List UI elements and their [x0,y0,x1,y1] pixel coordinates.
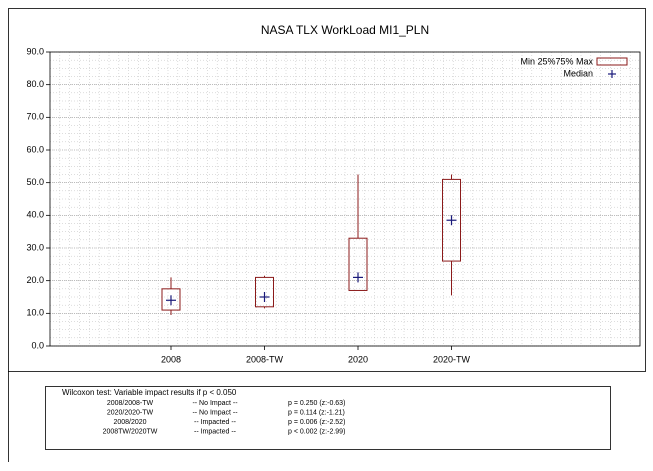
wilcoxon-box [45,386,611,450]
median-marker [259,292,270,302]
chart-title: NASA TLX WorkLoad MI1_PLN [261,23,429,37]
y-tick-label: 30.0 [26,242,44,252]
wilcoxon-cell: -- Impacted -- [194,419,237,426]
wilcoxon-title: Wilcoxon test: Variable impact results i… [62,388,237,397]
plot-area [49,51,641,347]
wilcoxon-cell: -- No Impact -- [192,400,238,407]
y-tick-label: 70.0 [26,112,44,122]
wilcoxon-cell: -- No Impact -- [192,409,238,416]
y-tick-label: 0.0 [31,340,44,350]
legend-box [596,57,628,66]
wilcoxon-cell: p = 0.250 (z:-0.63) [288,400,345,407]
median-marker [166,295,176,306]
y-tick-label: 60.0 [26,144,44,154]
legend-label: Min 25%75% Max [520,56,593,66]
wilcoxon-cell: 2020/2020-TW [107,409,154,416]
y-tick-label: 80.0 [26,79,44,89]
wilcoxon-cell: p < 0.002 (z:-2.99) [288,428,345,435]
legend-label: Median [563,68,593,78]
wilcoxon-cell: -- Impacted -- [194,428,237,435]
box [348,237,368,291]
chart-frame [8,8,646,372]
box [442,178,461,262]
wilcoxon-cell: p = 0.006 (z:-2.52) [288,419,345,426]
x-tick-label: 2008-TW [246,354,284,364]
y-tick-label: 10.0 [26,308,44,318]
median-marker [446,215,457,226]
box [161,288,181,311]
y-tick-label: 90.0 [26,46,44,56]
box [255,276,274,308]
median-marker [353,272,363,283]
wilcoxon-cell: p = 0.114 (z:-1.21) [288,409,345,416]
x-tick-label: 2008 [161,354,181,364]
y-tick-label: 50.0 [26,177,44,187]
wilcoxon-cell: 2008TW/2020TW [103,428,158,435]
x-tick-label: 2020 [348,354,368,364]
y-tick-label: 20.0 [26,275,44,285]
y-tick-label: 40.0 [26,210,44,220]
x-tick-label: 2020-TW [433,354,471,364]
wilcoxon-cell: 2008/2020 [113,419,146,426]
wilcoxon-cell: 2008/2008-TW [107,400,154,407]
